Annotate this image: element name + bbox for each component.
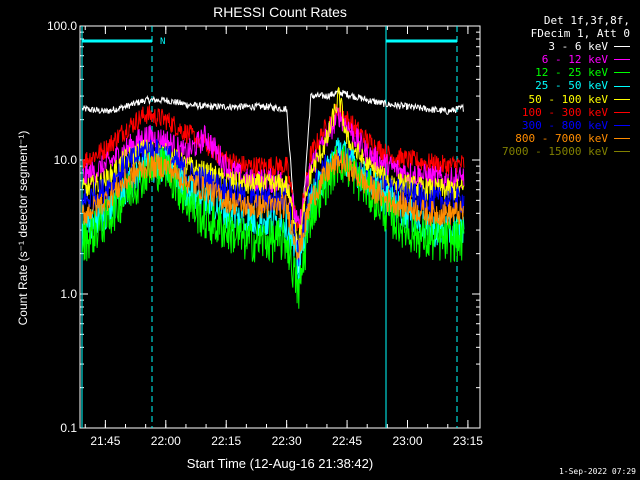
x-tick-label: 22:15 <box>211 434 241 448</box>
interval-markers: N <box>81 26 458 428</box>
x-tick-label: 23:15 <box>453 434 483 448</box>
legend-entry: 25 - 50 keV <box>502 79 630 92</box>
legend-swatch <box>614 150 630 152</box>
series-line-50to100keV <box>81 86 465 251</box>
legend-entry-label: 100 - 300 keV <box>521 105 608 119</box>
x-tick-label: 22:30 <box>272 434 302 448</box>
legend-header-line: FDecim 1, Att 0 <box>530 27 630 41</box>
timestamp: 1-Sep-2022 07:29 <box>558 467 636 476</box>
legend-entry-label: 7000 - 15000 keV <box>502 144 608 158</box>
x-tick-label: 22:00 <box>151 434 181 448</box>
legend-entries: 3 - 6 keV 6 - 12 keV 12 - 25 keV 25 - 50 ke… <box>502 40 630 158</box>
legend-entry: 7000 - 15000 keV <box>502 145 630 158</box>
legend-swatch <box>614 98 630 100</box>
legend-header: Det 1f,3f,8f, FDecim 1, Att 0 <box>502 14 630 40</box>
legend-swatch <box>614 59 630 61</box>
legend-entry-label: 300 - 800 keV <box>521 118 608 132</box>
legend-entry-label: 50 - 100 keV <box>528 92 608 106</box>
series-line-800to7000keV <box>81 149 465 260</box>
legend-entry-label: 3 - 6 keV <box>548 40 608 54</box>
x-tick-label: 21:45 <box>90 434 120 448</box>
legend-swatch <box>614 72 630 74</box>
legend-entry: 12 - 25 keV <box>502 66 630 79</box>
legend-swatch <box>614 137 630 139</box>
series-lines <box>81 86 465 309</box>
series-line-100to300keV <box>82 102 465 232</box>
legend-entry: 3 - 6 keV <box>502 40 630 53</box>
y-axis: 0.1 1.0 10.0 100.0 <box>47 19 480 435</box>
series-line-12to25keV <box>81 144 465 309</box>
legend-entry: 300 - 800 keV <box>502 119 630 132</box>
legend-entry: 800 - 7000 keV <box>502 132 630 145</box>
legend-swatch <box>614 124 630 126</box>
legend-entry-label: 6 - 12 keV <box>541 53 608 67</box>
x-tick-label: 22:45 <box>332 434 362 448</box>
interval-label: N <box>160 37 165 47</box>
legend-entry: 6 - 12 keV <box>502 53 630 66</box>
y-tick-label: 1.0 <box>60 287 77 301</box>
series-line-3to6keV <box>81 88 464 273</box>
legend-swatch <box>614 85 630 87</box>
legend: Det 1f,3f,8f, FDecim 1, Att 0 3 - 6 keV 6 … <box>502 14 630 158</box>
legend-entry: 100 - 300 keV <box>502 106 630 119</box>
legend-swatch <box>614 46 630 48</box>
legend-entry-label: 12 - 25 keV <box>535 66 608 80</box>
series-line-300to800keV <box>81 138 465 267</box>
x-axis: 21:45 22:00 22:15 22:30 22:45 23:00 23:15 <box>84 26 483 448</box>
y-axis-label: Count Rate (s⁻¹ detector segment⁻¹) <box>16 131 30 326</box>
chart-title: RHESSI Count Rates <box>213 4 347 20</box>
y-tick-label: 100.0 <box>47 19 77 33</box>
y-tick-label: 10.0 <box>54 153 78 167</box>
legend-entry-label: 800 - 7000 keV <box>515 131 608 145</box>
plot-frame <box>79 25 481 429</box>
legend-header-line: Det 1f,3f,8f, <box>543 14 630 27</box>
x-axis-label: Start Time (12-Aug-16 21:38:42) <box>187 456 373 471</box>
legend-swatch <box>614 111 630 113</box>
y-tick-label: 0.1 <box>60 421 77 435</box>
x-tick-label: 23:00 <box>392 434 422 448</box>
legend-entry-label: 25 - 50 keV <box>535 79 608 93</box>
legend-entry: 50 - 100 keV <box>502 93 630 106</box>
